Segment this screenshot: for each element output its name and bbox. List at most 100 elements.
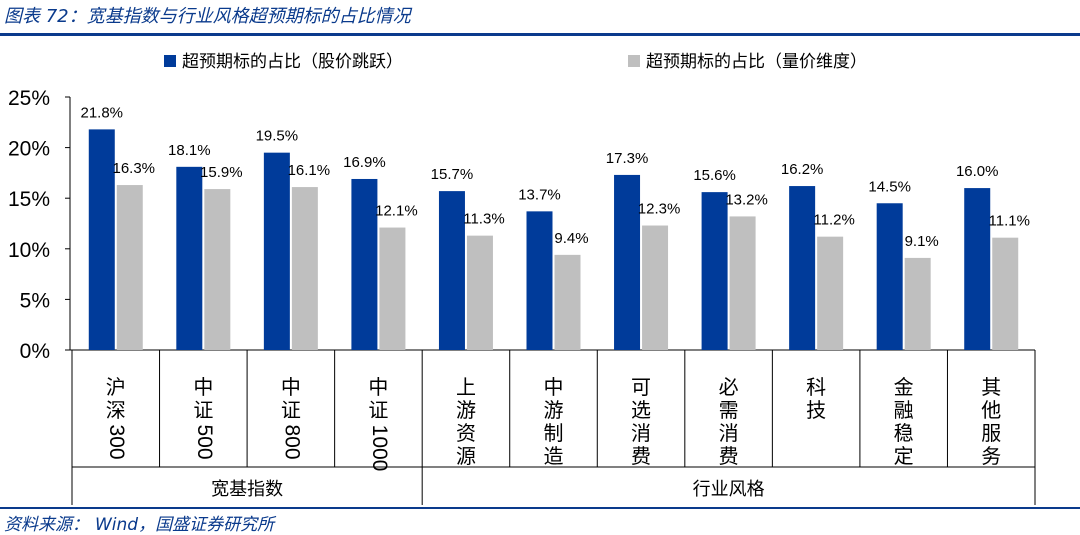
category-label-char: 消 [719,421,739,445]
bar-volume-price [116,185,143,350]
figure-title: 图表 72：宽基指数与行业风格超预期标的占比情况 [4,6,411,27]
bar-volume-price [992,237,1019,350]
category-label-char: 证 [281,398,301,422]
category-label-digits: 300 [105,424,128,459]
category-label-char: 中 [544,375,564,399]
category-label-char: 中 [281,375,301,399]
y-tick-label: 25% [8,87,50,110]
category-label-char: 证 [193,398,213,422]
data-label: 19.5% [256,128,299,145]
bar-price-jump [263,152,290,350]
bar-price-jump [438,191,465,350]
category-label-char: 消 [631,421,651,445]
category-label-char: 费 [631,444,651,468]
category-label-char: 中 [193,375,213,399]
y-tick-label: 15% [8,188,50,211]
category-label-char: 可 [631,375,651,399]
legend: 超预期标的占比（股价跳跃） 超预期标的占比（量价维度） [164,52,867,72]
bar-volume-price [554,254,581,350]
source-note: 资料来源： Wind，国盛证券研究所 [4,510,274,535]
category-label-digits: 500 [193,424,216,459]
data-label: 16.2% [781,161,824,178]
data-label: 18.1% [168,142,211,159]
category-label-char: 融 [894,398,914,422]
data-label: 12.3% [638,201,681,218]
category-label-char: 务 [981,444,1001,468]
category-label-char: 资 [456,421,476,445]
bar-price-jump [701,192,728,350]
data-label: 11.2% [813,212,854,229]
y-tick-label: 5% [20,289,50,312]
category-label-char: 科 [806,375,826,399]
bar-price-jump [88,129,115,350]
bar-price-jump [614,174,641,350]
data-label: 11.3% [463,211,504,228]
data-label: 16.9% [343,154,386,171]
data-label: 9.1% [905,233,939,250]
data-label: 13.2% [725,191,768,208]
data-label: 15.7% [431,166,474,183]
category-label-char: 证 [368,398,388,422]
category-label: 中证 1000 [368,375,391,471]
bar-price-jump [526,211,553,350]
data-label: 16.1% [288,162,331,179]
data-label: 14.5% [868,178,911,195]
bar-volume-price [204,189,231,350]
group-label: 行业风格 [693,479,765,500]
category-label-char: 金 [894,375,914,399]
legend-swatch [628,55,640,67]
category-label-char: 制 [544,421,564,445]
data-label: 13.7% [518,186,561,203]
y-tick-label: 10% [8,239,50,262]
bar-price-jump [176,166,203,350]
legend-swatch [164,55,176,67]
bar-volume-price [904,257,931,350]
top-rule [0,33,1080,36]
bar-volume-price [642,225,669,350]
group-label: 宽基指数 [211,479,283,500]
y-tick-label: 0% [20,340,50,363]
bars [88,129,1019,350]
y-tick-label: 20% [8,138,50,161]
category-label-char: 沪 [106,375,126,399]
category-label-char: 服 [981,421,1001,445]
data-label: 15.9% [200,164,243,181]
category-label-char: 必 [719,375,739,399]
bar-price-jump [964,188,991,350]
category-label-char: 造 [544,444,564,468]
source-label: 资料来源： [4,515,89,535]
category-label-char: 他 [981,398,1001,422]
data-label: 17.3% [606,150,649,167]
bar-price-jump [789,186,816,350]
category-label-digits: 1000 [368,425,391,472]
category-label-char: 技 [806,398,826,422]
bar-volume-price [466,235,493,350]
category-label: 科技 [806,375,826,422]
category-label-digits: 800 [280,424,303,459]
category-label-char: 游 [544,398,564,422]
data-label: 9.4% [554,230,588,247]
category-label-char: 中 [368,375,388,399]
category-label-char: 其 [981,375,1001,399]
category-labels: 沪深300中证500中证800中证1000上游资源中游制造可选消费必需消费科技金… [105,375,1001,471]
source-text: Wind，国盛证券研究所 [95,515,275,535]
bar-volume-price [817,236,844,350]
data-label: 11.1% [989,213,1030,230]
bar-volume-price [291,187,318,350]
category-label-char: 游 [456,398,476,422]
bottom-rule [0,507,1080,509]
legend-label: 超预期标的占比（量价维度） [646,52,867,72]
data-label: 12.1% [375,203,418,220]
category-label-char: 费 [719,444,739,468]
axes: 0% 5% 10% 15% 20% 25% 宽基指数 行业风格 [8,87,1036,505]
